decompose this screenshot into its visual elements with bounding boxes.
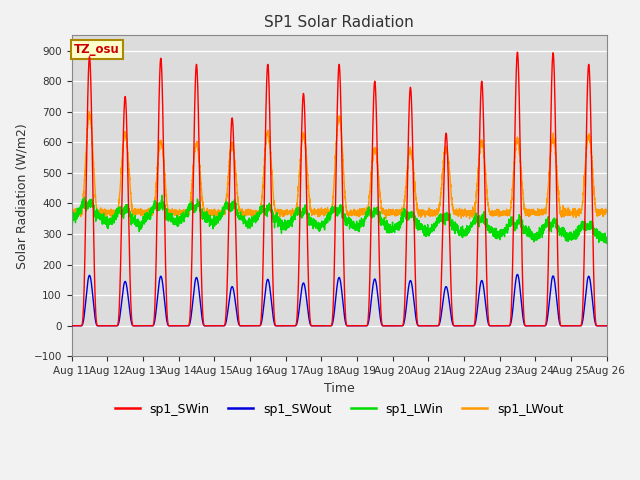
Line: sp1_SWout: sp1_SWout <box>72 275 607 326</box>
sp1_SWin <box>513 49 521 55</box>
sp1_LWout <box>164 208 172 214</box>
sp1_SWout <box>319 323 327 329</box>
sp1_LWin <box>603 240 611 246</box>
sp1_LWin <box>319 220 327 226</box>
sp1_SWin <box>319 323 327 329</box>
sp1_SWout <box>489 323 497 329</box>
sp1_LWout <box>459 209 467 215</box>
sp1_SWin <box>68 323 76 329</box>
sp1_LWout <box>319 207 327 213</box>
sp1_LWin <box>459 231 467 237</box>
sp1_SWin <box>164 319 172 325</box>
sp1_LWout <box>602 206 610 212</box>
Text: TZ_osu: TZ_osu <box>74 43 120 56</box>
sp1_SWin <box>459 323 467 329</box>
sp1_SWout <box>602 323 610 329</box>
sp1_LWin <box>429 224 437 229</box>
sp1_LWout <box>603 208 611 214</box>
sp1_SWout <box>513 272 521 277</box>
sp1_SWout <box>459 323 467 329</box>
Legend: sp1_SWin, sp1_SWout, sp1_LWin, sp1_LWout: sp1_SWin, sp1_SWout, sp1_LWin, sp1_LWout <box>109 398 568 420</box>
sp1_LWin <box>164 213 172 218</box>
X-axis label: Time: Time <box>324 382 355 395</box>
sp1_SWin <box>489 323 497 329</box>
sp1_LWout <box>429 208 437 214</box>
sp1_SWin <box>603 323 611 329</box>
sp1_LWout <box>86 108 93 114</box>
Line: sp1_LWin: sp1_LWin <box>72 195 607 243</box>
sp1_LWin <box>158 192 166 198</box>
sp1_LWin <box>490 233 497 239</box>
sp1_SWin <box>602 323 610 329</box>
sp1_LWout <box>466 216 474 222</box>
sp1_SWout <box>429 323 437 329</box>
Line: sp1_LWout: sp1_LWout <box>72 111 607 219</box>
Line: sp1_SWin: sp1_SWin <box>72 52 607 326</box>
sp1_SWout <box>164 322 172 327</box>
sp1_SWout <box>603 323 611 329</box>
Y-axis label: Solar Radiation (W/m2): Solar Radiation (W/m2) <box>15 123 28 269</box>
sp1_SWin <box>429 323 437 329</box>
sp1_SWout <box>68 323 76 329</box>
Title: SP1 Solar Radiation: SP1 Solar Radiation <box>264 15 414 30</box>
sp1_LWin <box>603 236 611 241</box>
sp1_LWout <box>490 211 497 217</box>
sp1_LWin <box>68 219 76 225</box>
sp1_LWout <box>68 212 76 218</box>
sp1_LWin <box>602 234 610 240</box>
